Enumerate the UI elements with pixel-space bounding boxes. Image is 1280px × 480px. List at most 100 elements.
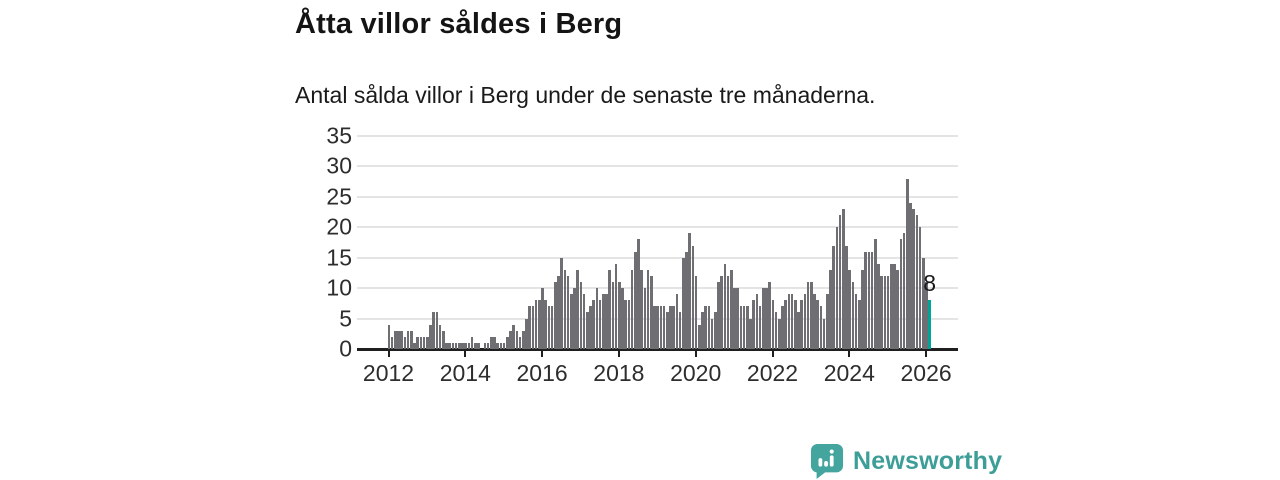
bar (870, 251, 874, 349)
bar (925, 282, 928, 349)
x-axis-tick-label: 2020 (670, 360, 722, 386)
bar (646, 269, 650, 349)
brand-logo: Newsworthy (810, 443, 1002, 479)
bar (848, 269, 851, 349)
x-axis-tick-label: 2018 (593, 360, 645, 386)
bar (739, 306, 743, 349)
bar (521, 330, 525, 349)
bar (505, 336, 509, 349)
bar (704, 306, 707, 349)
x-axis-tick-label: 2016 (516, 360, 568, 386)
bar (627, 300, 631, 349)
bar (637, 239, 640, 349)
bar (915, 215, 919, 349)
bar (486, 342, 490, 349)
bar (502, 342, 506, 349)
bar (678, 312, 682, 349)
bar (499, 342, 503, 349)
brand-name: Newsworthy (853, 446, 1003, 475)
bar (400, 330, 403, 349)
bar (406, 330, 410, 349)
x-axis-line (357, 348, 958, 351)
bar (566, 275, 570, 349)
bar (611, 282, 615, 349)
bar (710, 318, 714, 349)
bar (525, 318, 528, 349)
bar (912, 209, 915, 349)
x-axis-tick-label: 2022 (746, 360, 799, 386)
x-axis-tick (771, 349, 774, 357)
bar (691, 245, 695, 349)
bar (592, 300, 595, 349)
x-axis-tick (464, 349, 467, 357)
bar (781, 306, 784, 349)
bar (448, 342, 451, 349)
bar (707, 306, 711, 349)
gridline (357, 165, 958, 168)
highlight-value-label: 8 (923, 270, 937, 297)
bar (726, 275, 730, 349)
bar (777, 318, 781, 349)
bar (918, 227, 922, 349)
bar (685, 251, 688, 349)
bar (585, 312, 589, 349)
bar (803, 294, 807, 349)
bar (845, 245, 848, 349)
x-axis-tick-label: 2024 (823, 360, 875, 386)
bar (403, 336, 407, 349)
y-axis-tick-label: 30 (326, 152, 352, 179)
bar (512, 324, 515, 349)
bar (569, 294, 573, 349)
bar (665, 312, 669, 349)
bar (713, 312, 717, 349)
bar (822, 318, 826, 349)
bar (877, 263, 880, 349)
gridline (357, 226, 958, 229)
x-axis-tick-label: 2012 (362, 360, 415, 386)
gridline (357, 287, 958, 290)
bar (589, 306, 592, 349)
bar (787, 294, 791, 349)
bar (669, 306, 672, 349)
bar (851, 282, 855, 349)
x-axis-tick (387, 349, 390, 357)
bar (461, 342, 464, 349)
bar (457, 342, 461, 349)
bar (576, 269, 579, 349)
bar (598, 300, 602, 349)
bar (793, 300, 797, 349)
bar (630, 269, 634, 349)
x-axis-tick (848, 349, 851, 357)
bar (422, 336, 426, 349)
bar (621, 288, 624, 349)
bar (624, 300, 627, 349)
bar (729, 269, 733, 349)
bar (675, 294, 679, 349)
bar (582, 294, 586, 349)
bar (806, 282, 810, 349)
bar (553, 282, 557, 349)
bar (467, 342, 471, 349)
bar (832, 245, 835, 349)
y-axis-tick-label: 20 (326, 213, 352, 240)
bar (544, 300, 547, 349)
x-axis-tick (617, 349, 620, 357)
bar (681, 257, 685, 349)
bar (425, 336, 429, 349)
bar (784, 300, 787, 349)
bar (886, 275, 890, 349)
bar (509, 330, 512, 349)
bar (573, 288, 576, 349)
bar (825, 294, 829, 349)
bar (656, 306, 659, 349)
x-axis-tick (694, 349, 697, 357)
bar (473, 342, 477, 349)
bar (723, 263, 727, 349)
bar (640, 269, 643, 349)
bar (889, 263, 893, 349)
y-axis-tick-label: 0 (339, 335, 352, 362)
bar (435, 312, 439, 349)
bar (902, 233, 906, 349)
bar (758, 306, 762, 349)
bar (477, 342, 480, 349)
